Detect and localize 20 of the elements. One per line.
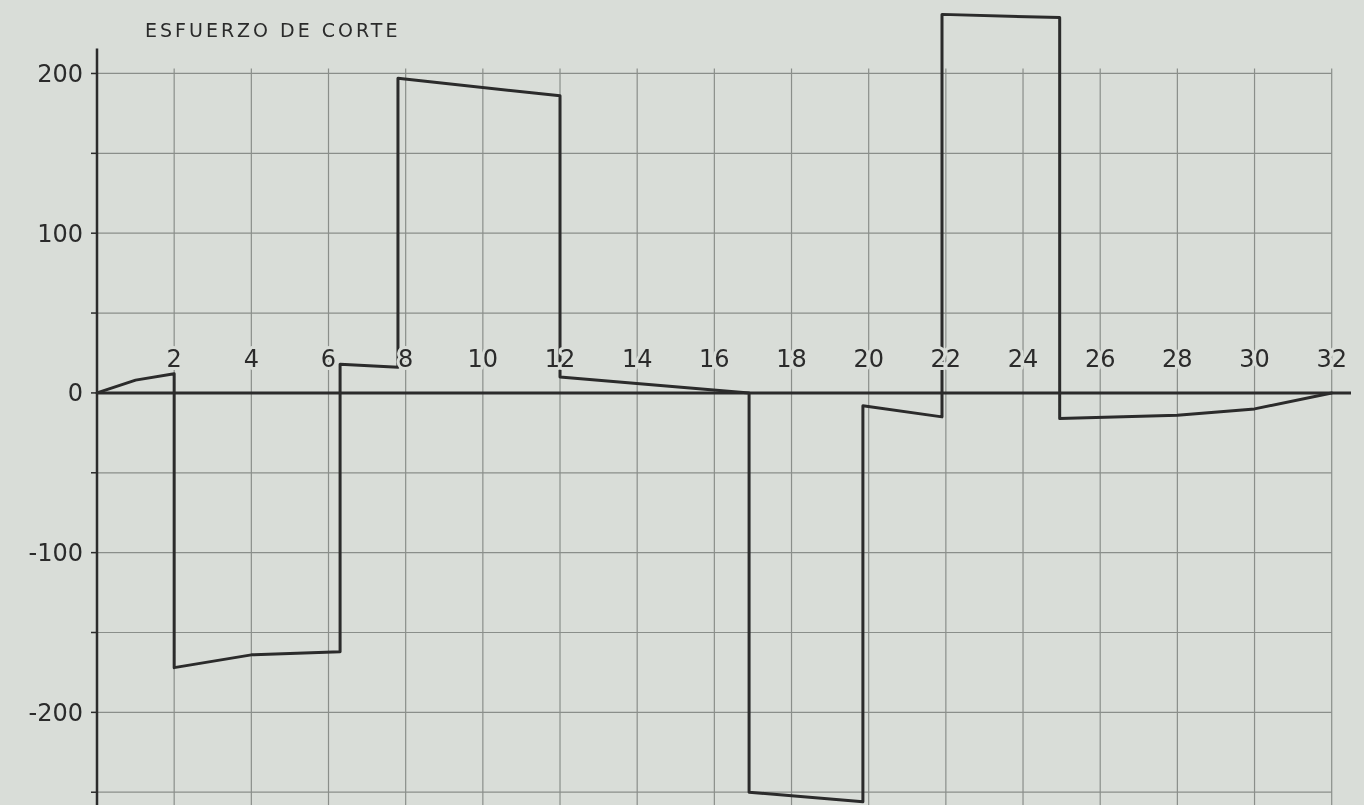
x-tick-label: 32 <box>1316 344 1347 373</box>
y-tick-label: 200 <box>37 59 83 88</box>
x-tick-label: 2 <box>166 344 182 373</box>
y-tick-label: 100 <box>37 219 83 248</box>
x-tick-label: 6 <box>320 344 337 373</box>
x-tick-label: 4 <box>243 344 259 373</box>
x-tick-label: 30 <box>1239 344 1270 373</box>
x-tick-label: 26 <box>1084 344 1116 373</box>
x-tick-label: 10 <box>467 344 499 373</box>
y-tick-label: 0 <box>67 379 83 408</box>
y-tick-label: -200 <box>28 698 83 727</box>
x-tick-label: 16 <box>699 344 730 373</box>
x-tick-label: 14 <box>621 344 653 373</box>
x-tick-label: 24 <box>1007 344 1039 373</box>
x-tick-label: 28 <box>1162 344 1193 373</box>
x-tick-label: 20 <box>853 344 884 373</box>
text: ESFUERZO DE CORTE <box>145 19 401 41</box>
x-tick-label: 18 <box>776 344 807 373</box>
y-tick-label: -100 <box>28 539 83 568</box>
x-tick-label: 8 <box>398 344 414 373</box>
